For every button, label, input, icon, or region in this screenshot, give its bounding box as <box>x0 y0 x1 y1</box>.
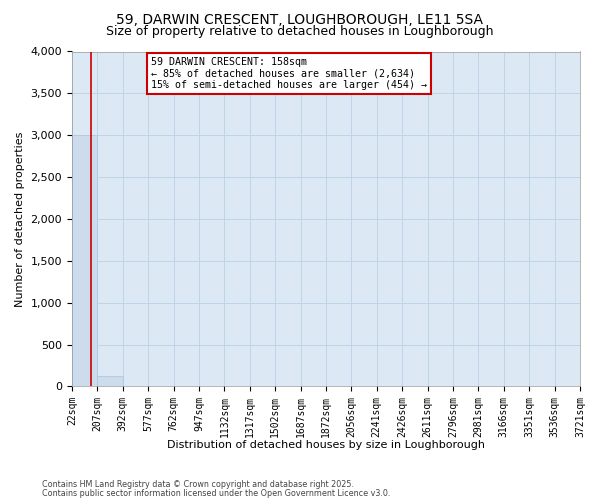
Text: Contains HM Land Registry data © Crown copyright and database right 2025.: Contains HM Land Registry data © Crown c… <box>42 480 354 489</box>
Text: Size of property relative to detached houses in Loughborough: Size of property relative to detached ho… <box>106 25 494 38</box>
Bar <box>72 135 97 386</box>
Y-axis label: Number of detached properties: Number of detached properties <box>15 131 25 306</box>
Text: 59 DARWIN CRESCENT: 158sqm
← 85% of detached houses are smaller (2,634)
15% of s: 59 DARWIN CRESCENT: 158sqm ← 85% of deta… <box>151 56 427 90</box>
Bar <box>97 376 123 386</box>
Text: 59, DARWIN CRESCENT, LOUGHBOROUGH, LE11 5SA: 59, DARWIN CRESCENT, LOUGHBOROUGH, LE11 … <box>116 12 484 26</box>
X-axis label: Distribution of detached houses by size in Loughborough: Distribution of detached houses by size … <box>167 440 485 450</box>
Text: Contains public sector information licensed under the Open Government Licence v3: Contains public sector information licen… <box>42 488 391 498</box>
